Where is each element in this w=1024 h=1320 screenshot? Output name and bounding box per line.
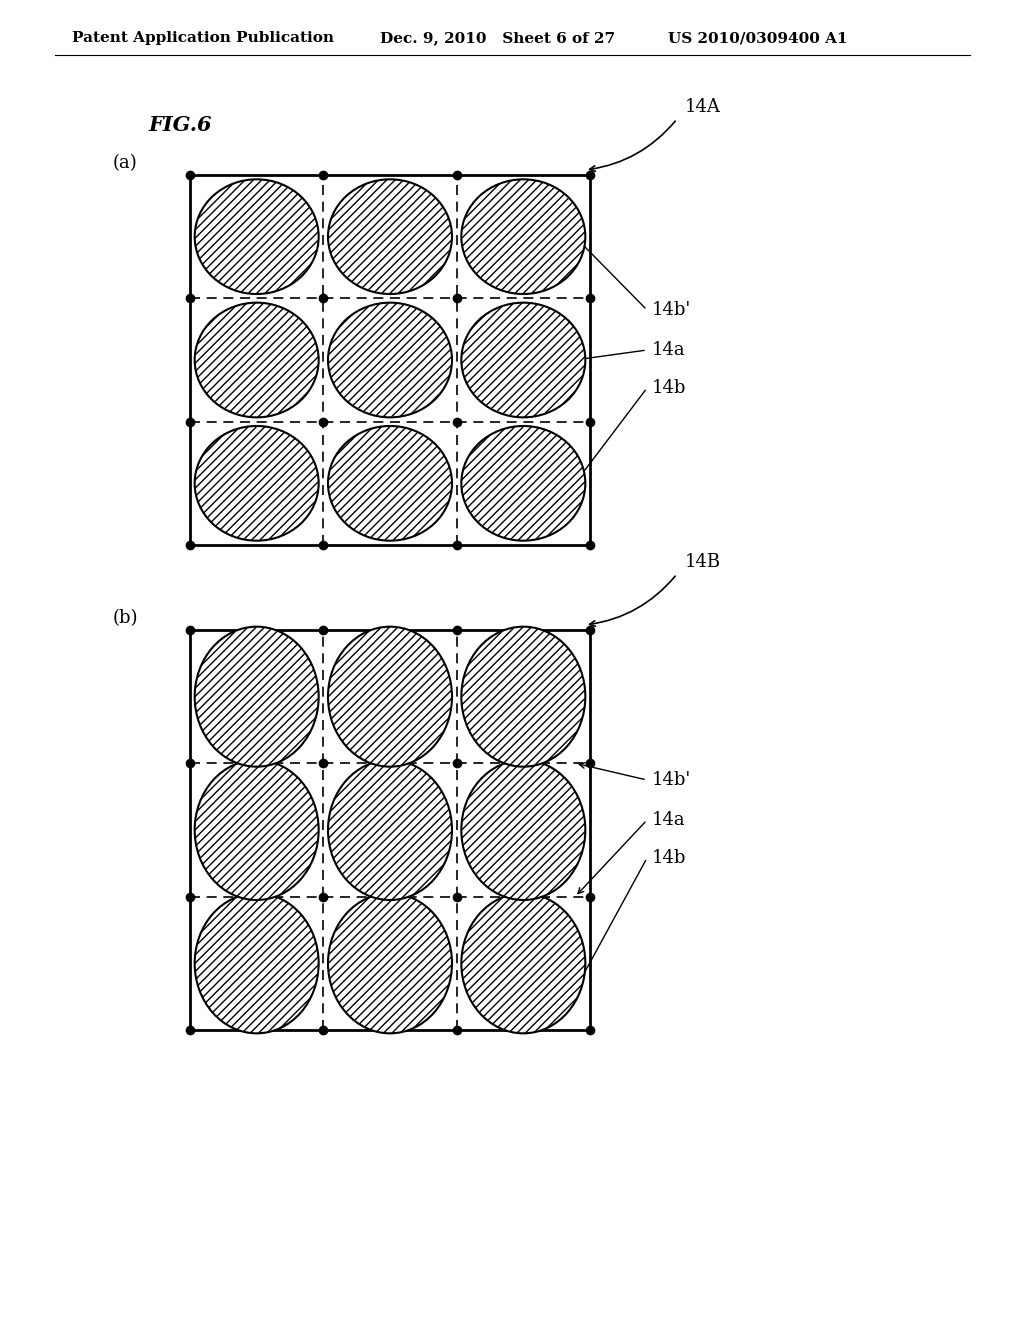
Ellipse shape — [328, 180, 452, 294]
Bar — [190, 176, 590, 545]
Ellipse shape — [328, 426, 452, 541]
Text: Patent Application Publication: Patent Application Publication — [72, 30, 334, 45]
Ellipse shape — [328, 894, 452, 1034]
Ellipse shape — [462, 302, 586, 417]
Ellipse shape — [195, 627, 318, 767]
Ellipse shape — [195, 426, 318, 541]
Text: 14b': 14b' — [652, 771, 691, 789]
Ellipse shape — [195, 760, 318, 900]
Ellipse shape — [328, 302, 452, 417]
Text: (a): (a) — [113, 154, 137, 172]
Ellipse shape — [328, 627, 452, 767]
Text: 14a: 14a — [652, 810, 686, 829]
Ellipse shape — [328, 760, 452, 900]
Ellipse shape — [462, 180, 586, 294]
Ellipse shape — [462, 894, 586, 1034]
Text: FIG.6: FIG.6 — [148, 115, 212, 135]
Text: 14b': 14b' — [652, 301, 691, 319]
Text: (b): (b) — [113, 609, 138, 627]
Text: 14b: 14b — [652, 849, 686, 867]
Text: Dec. 9, 2010   Sheet 6 of 27: Dec. 9, 2010 Sheet 6 of 27 — [380, 30, 615, 45]
Ellipse shape — [462, 426, 586, 541]
Ellipse shape — [195, 180, 318, 294]
Text: 14B: 14B — [685, 553, 721, 572]
Ellipse shape — [462, 760, 586, 900]
Text: US 2010/0309400 A1: US 2010/0309400 A1 — [668, 30, 848, 45]
Ellipse shape — [195, 894, 318, 1034]
Text: 14a: 14a — [652, 341, 686, 359]
Bar — [190, 630, 590, 1030]
Ellipse shape — [195, 302, 318, 417]
Text: 14b: 14b — [652, 379, 686, 397]
Ellipse shape — [462, 627, 586, 767]
Text: 14A: 14A — [685, 98, 721, 116]
